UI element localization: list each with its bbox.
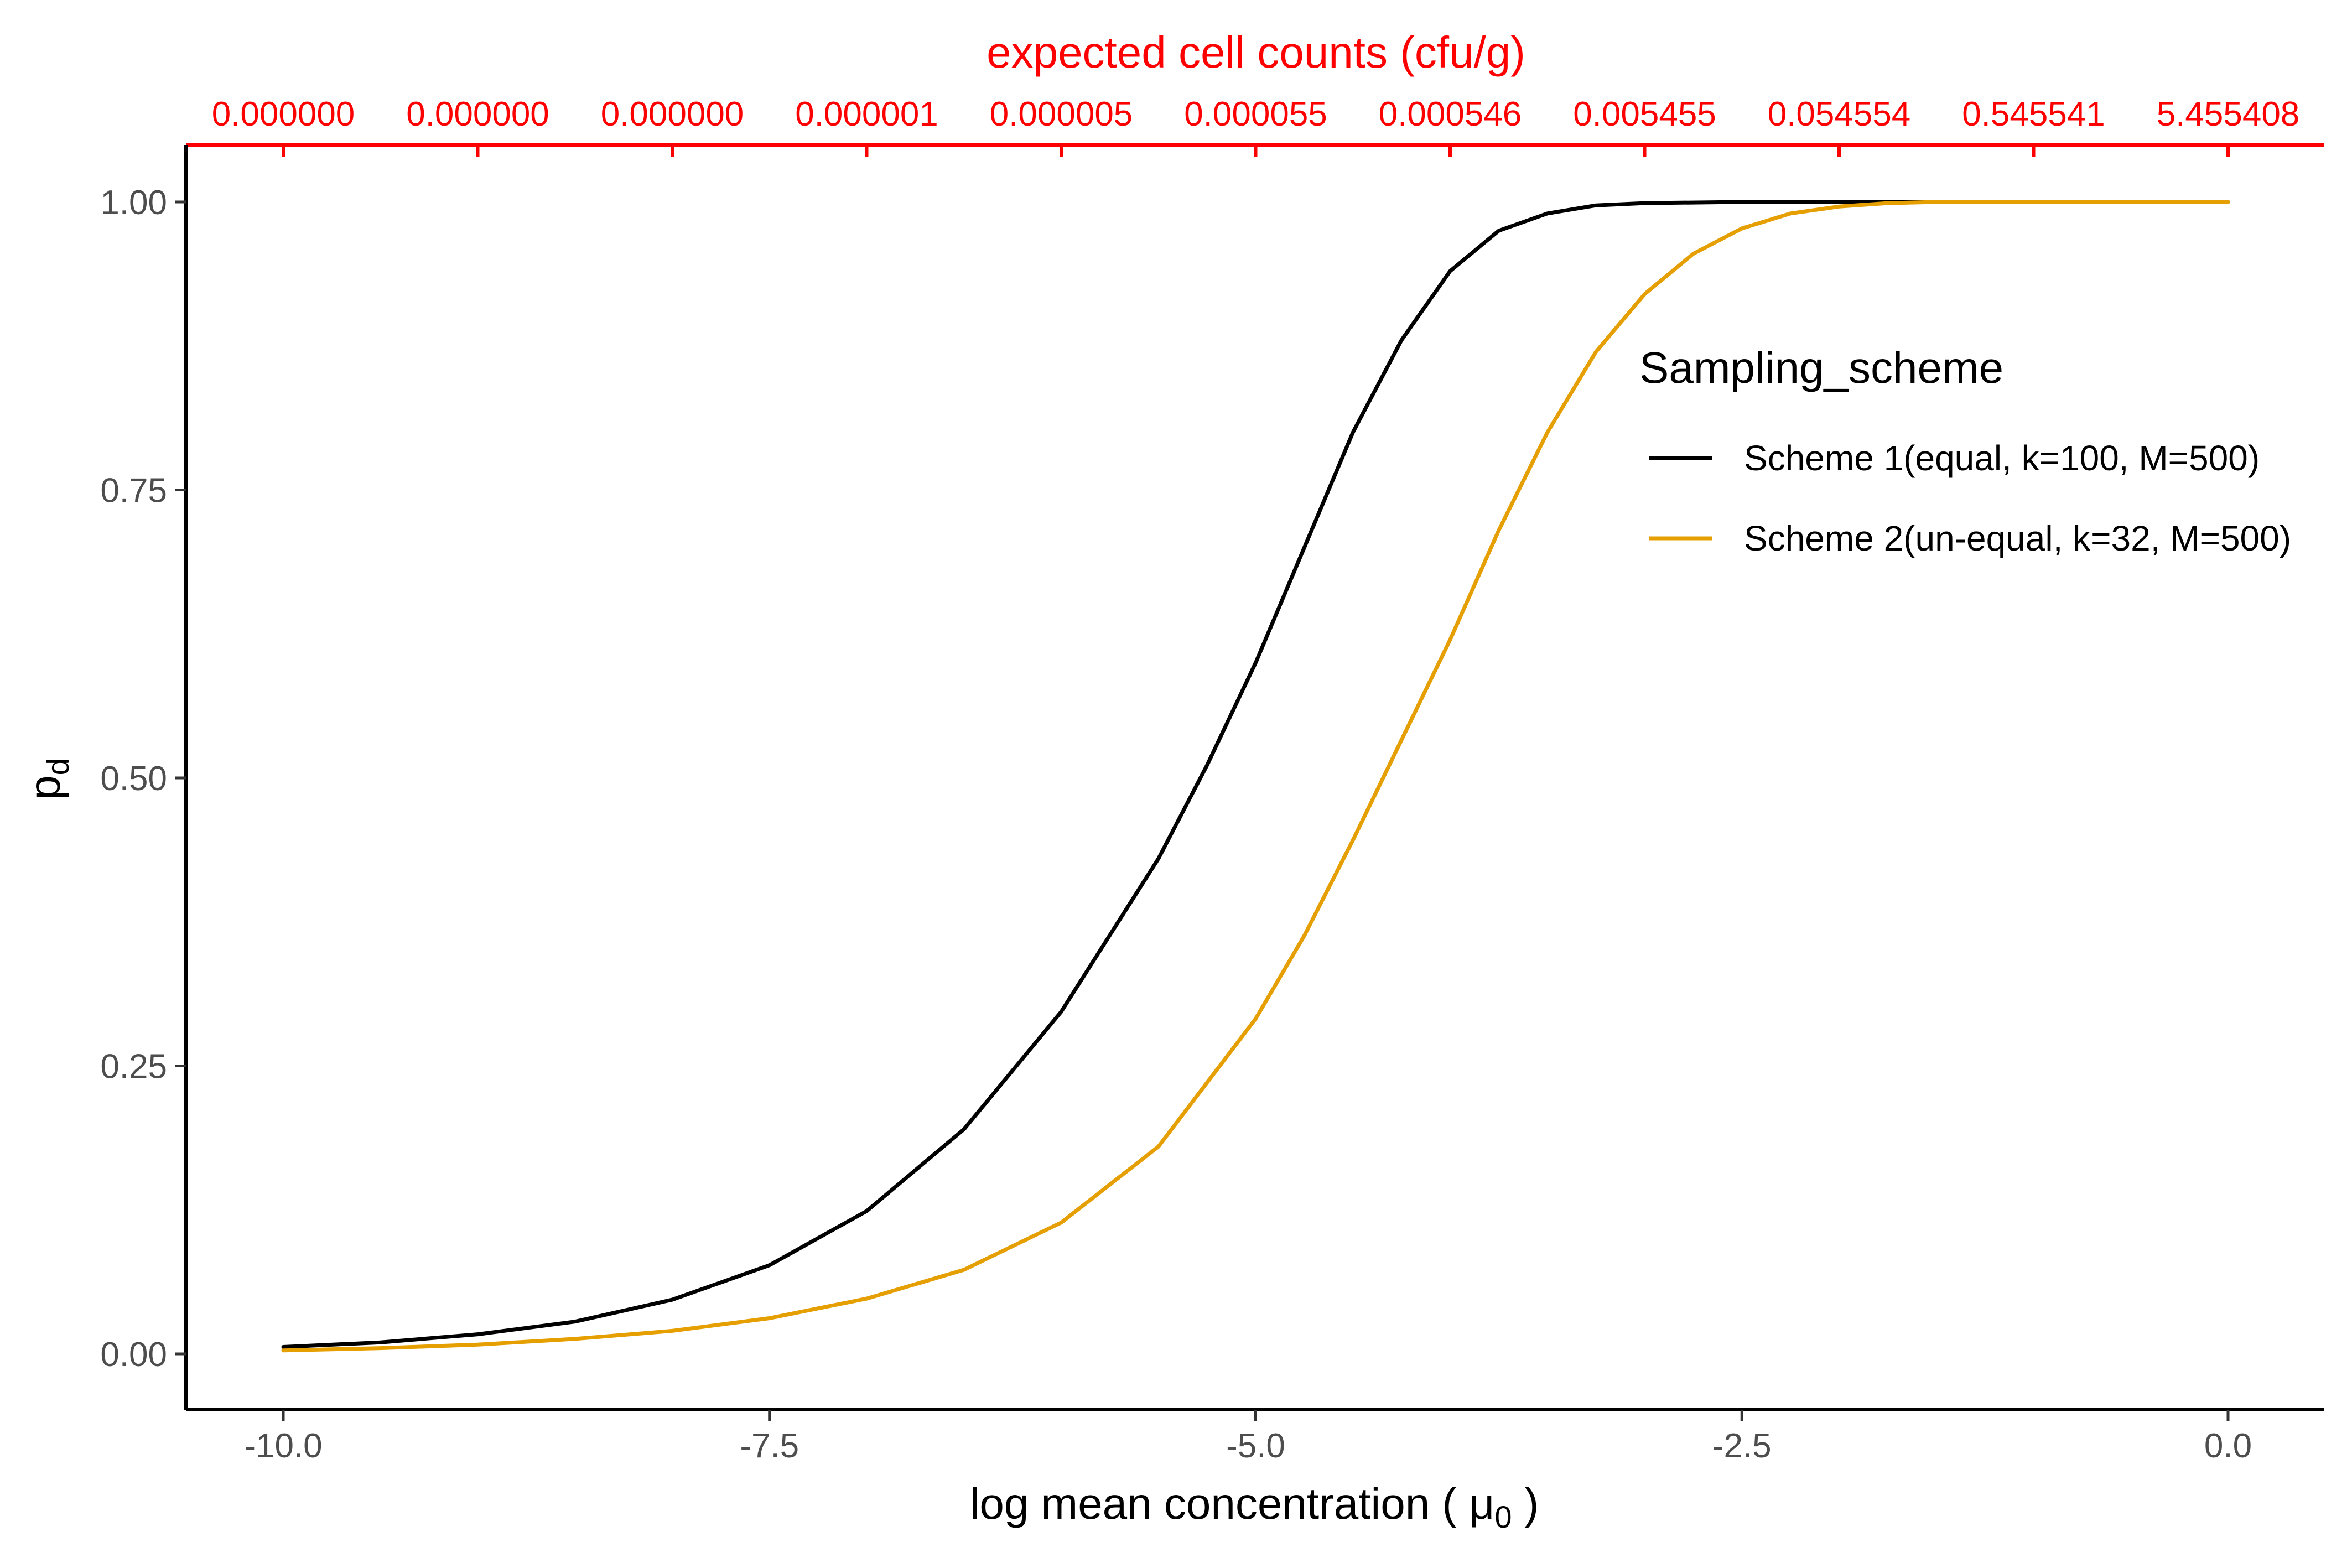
- top-tick-label: 0.000000: [601, 95, 744, 133]
- top-tick-label: 5.455408: [2157, 95, 2300, 133]
- y-tick-label: 0.00: [100, 1336, 167, 1374]
- x-tick-label: -2.5: [1712, 1427, 1772, 1465]
- top-tick-label: 0.000546: [1379, 95, 1522, 133]
- x-tick-label: -5.0: [1226, 1427, 1285, 1465]
- x-tick-label: -10.0: [244, 1427, 322, 1465]
- top-tick-label: 0.545541: [1962, 95, 2105, 133]
- top-tick-label: 0.000000: [406, 95, 549, 133]
- y-axis-label-subscript: d: [40, 758, 75, 775]
- y-axis-label: pd: [20, 758, 75, 800]
- x-tick-label: 0.0: [2204, 1427, 2252, 1465]
- top-axis-label: expected cell counts (cfu/g): [987, 28, 1525, 77]
- x-axis-label-subscript: 0: [1494, 1499, 1512, 1534]
- legend-title: Sampling_scheme: [1639, 343, 2003, 392]
- y-tick-label: 1.00: [100, 184, 167, 222]
- legend-label-1: Scheme 1(equal, k=100, M=500): [1744, 438, 2260, 478]
- y-tick-label: 0.75: [100, 472, 167, 510]
- y-tick-label: 0.50: [100, 760, 167, 798]
- x-axis-label-end: ): [1512, 1479, 1539, 1528]
- legend-label-2: Scheme 2(un-equal, k=32, M=500): [1744, 518, 2291, 558]
- top-tick-label: 0.000055: [1184, 95, 1327, 133]
- y-tick-label: 0.25: [100, 1048, 167, 1086]
- top-tick-label: 0.000005: [990, 95, 1133, 133]
- series-line-2: [281, 200, 2230, 1353]
- plot-area: 0.00 0.25 0.50 0.75 1.00 -10.0 -7.5 -5.0 -2.5 0.0…: [100, 95, 2324, 1465]
- x-axis-label: log mean concentration ( μ0 ): [970, 1479, 1539, 1534]
- x-axis-label-main: log mean concentration ( μ: [970, 1479, 1495, 1528]
- top-tick-label: 0.000000: [212, 95, 355, 133]
- series-line-1: [281, 200, 2230, 1349]
- top-tick-label: 0.054554: [1768, 95, 1911, 133]
- x-tick-label: -7.5: [740, 1427, 799, 1465]
- y-axis-label-main: p: [20, 775, 69, 800]
- top-tick-label: 0.005455: [1573, 95, 1716, 133]
- top-tick-label: 0.000001: [795, 95, 938, 133]
